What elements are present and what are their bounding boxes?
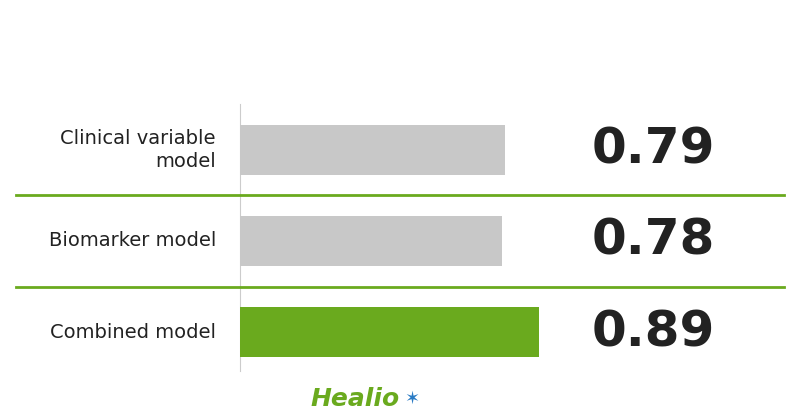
Text: 0.89: 0.89: [592, 308, 715, 356]
Text: 0.78: 0.78: [592, 217, 715, 265]
Text: 0.79: 0.79: [592, 126, 715, 174]
Text: Accuracy of the tested models for predicting
polyp recurrence based on AUC: Accuracy of the tested models for predic…: [136, 24, 664, 71]
Bar: [240, 125, 506, 175]
Text: ✶: ✶: [404, 390, 419, 408]
Bar: [240, 216, 502, 266]
Text: Combined model: Combined model: [50, 323, 216, 341]
Bar: [240, 307, 539, 357]
Text: Healio: Healio: [311, 387, 400, 411]
Text: Clinical variable
model: Clinical variable model: [61, 129, 216, 171]
Text: Biomarker model: Biomarker model: [49, 231, 216, 250]
